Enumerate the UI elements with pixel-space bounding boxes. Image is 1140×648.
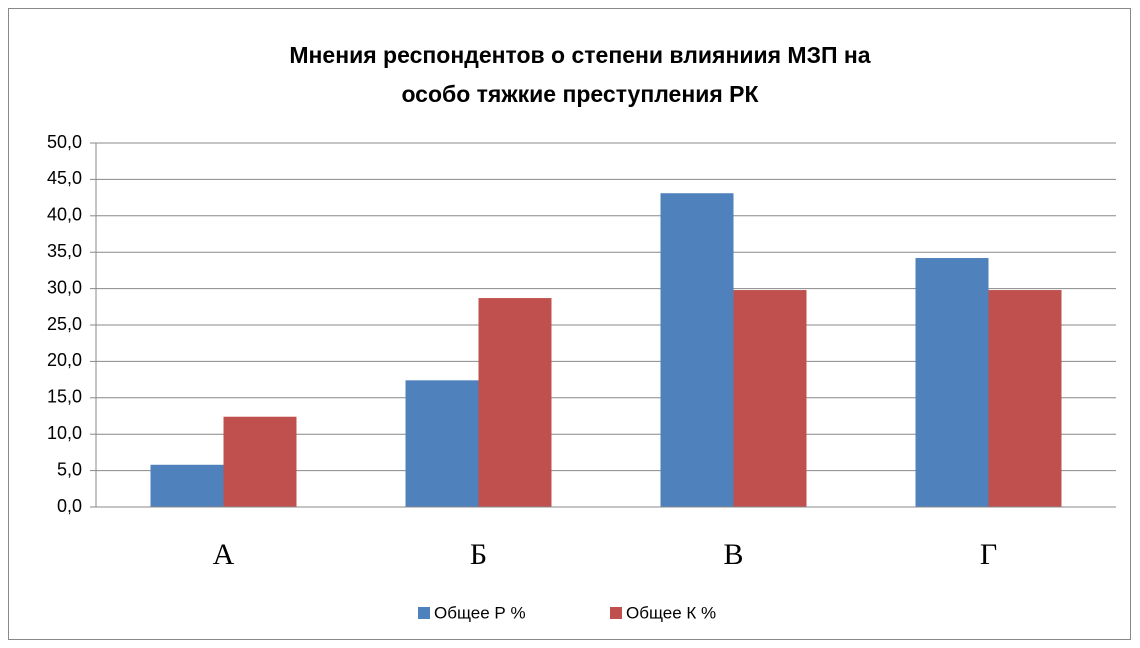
y-tick-label: 0,0 (57, 496, 82, 516)
y-tick-label: 40,0 (47, 205, 82, 225)
y-tick-label: 35,0 (47, 241, 82, 261)
bar (478, 298, 552, 507)
legend-swatch (418, 607, 430, 619)
bar (223, 416, 297, 507)
y-tick-label: 15,0 (47, 387, 82, 407)
y-tick-label: 25,0 (47, 314, 82, 334)
y-tick-label: 30,0 (47, 277, 82, 297)
legend-label: Общее К % (626, 603, 716, 622)
x-tick-label: Г (980, 538, 997, 571)
x-tick-label: А (213, 538, 235, 571)
y-tick-label: 45,0 (47, 168, 82, 188)
x-tick-label: В (723, 538, 743, 571)
x-tick-label: Б (470, 538, 487, 571)
bar (405, 380, 479, 507)
legend-label: Общее Р % (434, 603, 526, 622)
chart-title: Мнения респондентов о степени влияниия М… (289, 42, 870, 68)
y-tick-label: 10,0 (47, 423, 82, 443)
bar (150, 464, 224, 507)
y-tick-label: 50,0 (47, 132, 82, 152)
legend-swatch (610, 607, 622, 619)
bar (915, 258, 989, 507)
bar (733, 290, 807, 507)
chart-title: особо тяжкие преступления РК (401, 81, 759, 107)
bar (988, 290, 1062, 507)
y-tick-label: 5,0 (57, 459, 82, 479)
y-tick-label: 20,0 (47, 350, 82, 370)
bar (660, 193, 734, 507)
